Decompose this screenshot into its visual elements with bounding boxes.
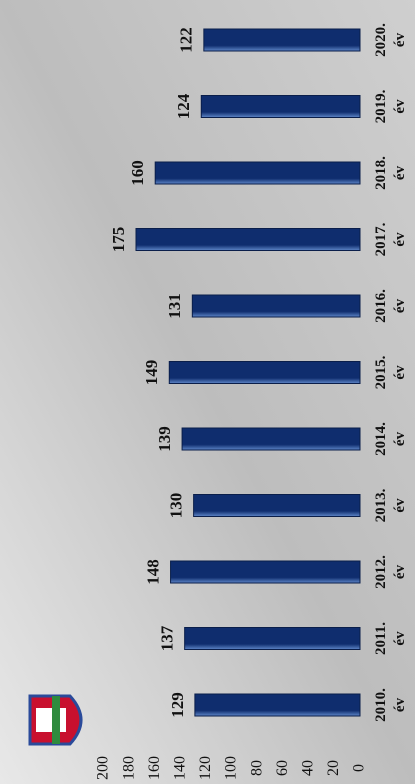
value-label: 160 — [128, 160, 147, 186]
x-tick-label: 2015. év — [373, 355, 408, 390]
value-label: 124 — [174, 93, 193, 119]
y-tick-label: 120 — [197, 756, 214, 780]
value-label: 149 — [142, 360, 161, 386]
bar — [193, 494, 361, 517]
value-label: 131 — [165, 293, 184, 319]
y-tick-label: 180 — [120, 756, 137, 780]
x-tick-label: 2013. év — [373, 488, 408, 523]
x-tick-label: 2017. év — [373, 222, 408, 257]
value-label: 130 — [167, 493, 186, 519]
y-tick-label: 140 — [171, 756, 188, 780]
bar — [200, 95, 361, 118]
bar — [168, 361, 361, 384]
bar — [154, 161, 361, 185]
bar — [194, 693, 361, 717]
x-tick-label: 2011. év — [373, 622, 408, 655]
y-tick-label: 100 — [223, 756, 240, 780]
y-tick-label: 20 — [325, 760, 342, 776]
x-tick-label: 2010. év — [373, 688, 408, 722]
value-label: 129 — [168, 692, 187, 718]
value-label: 137 — [158, 625, 177, 651]
y-tick-label: 40 — [299, 760, 316, 776]
x-tick-label: 2020. év — [373, 23, 408, 57]
value-label: 122 — [177, 27, 196, 53]
y-tick-label: 60 — [274, 760, 291, 776]
bar — [203, 28, 361, 52]
y-tick-label: 80 — [248, 760, 265, 776]
value-label: 139 — [155, 426, 174, 452]
y-tick-label: 160 — [146, 756, 163, 780]
bar — [170, 560, 361, 584]
value-label: 175 — [109, 227, 128, 253]
x-tick-label: 2012. év — [373, 555, 408, 589]
x-tick-label: 2014. év — [373, 422, 408, 456]
x-tick-label: 2019. év — [373, 89, 408, 124]
bar — [191, 294, 361, 318]
value-label: 148 — [143, 559, 162, 585]
y-tick-label: 0 — [351, 764, 368, 772]
x-tick-label: 2016. év — [373, 289, 408, 323]
bar — [135, 228, 361, 251]
y-tick-label: 200 — [95, 756, 112, 780]
logo — [28, 694, 83, 746]
bar — [184, 627, 361, 650]
bar — [181, 427, 361, 451]
x-tick-label: 2018. év — [373, 156, 408, 190]
